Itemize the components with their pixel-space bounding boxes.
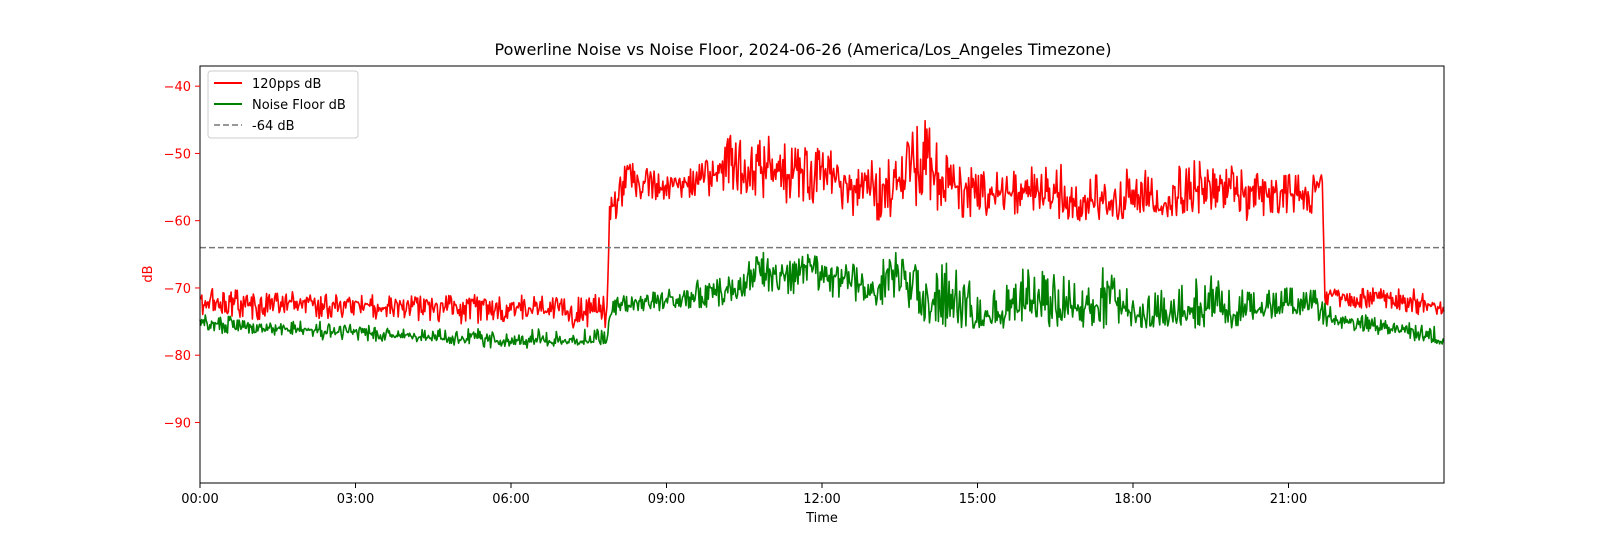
series-line-120pps: [199, 119, 1445, 329]
x-tick-label: 00:00: [181, 492, 218, 507]
x-tick-label: 18:00: [1114, 492, 1151, 507]
x-tick-label: 15:00: [959, 492, 996, 507]
legend-label-noise-floor: Noise Floor dB: [252, 98, 346, 113]
y-tick-label: −50: [164, 147, 191, 162]
y-tick-label: −40: [164, 80, 191, 95]
legend-label-120pps: 120pps dB: [252, 77, 321, 92]
chart-title: Powerline Noise vs Noise Floor, 2024-06-…: [495, 40, 1112, 60]
y-tick-label: −90: [164, 416, 191, 431]
legend-label-threshold: -64 dB: [252, 119, 295, 134]
x-tick-label: 06:00: [492, 492, 529, 507]
x-axis: 00:00 03:00 06:00 09:00 12:00 15:00 18:00 21:00: [181, 483, 1307, 507]
legend: 120pps dB Noise Floor dB -64 dB: [207, 70, 359, 139]
y-axis-label: dB: [141, 265, 156, 282]
x-tick-label: 09:00: [648, 492, 685, 507]
y-axis: −40 −50 −60 −70 −80 −90: [164, 80, 200, 431]
y-tick-label: −60: [164, 215, 191, 230]
x-tick-label: 12:00: [803, 492, 840, 507]
series-line-noise-floor: [199, 251, 1445, 349]
y-tick-label: −80: [164, 349, 191, 364]
x-tick-label: 03:00: [337, 492, 374, 507]
plot-area: [199, 119, 1445, 349]
x-axis-label: Time: [805, 511, 838, 526]
y-tick-label: −70: [164, 282, 191, 297]
x-tick-label: 21:00: [1270, 492, 1307, 507]
legend-box: [207, 70, 359, 139]
